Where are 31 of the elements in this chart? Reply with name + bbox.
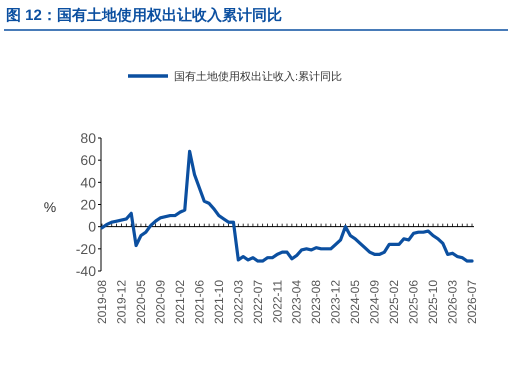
y-tick-label: 0 — [88, 218, 96, 235]
y-tick-label: -40 — [76, 263, 96, 279]
x-tick-label: 2023-12 — [328, 280, 343, 324]
x-tick-label: 2022-03 — [231, 280, 246, 324]
y-axis-title: % — [44, 199, 56, 215]
x-tick-label: 2019-12 — [114, 280, 128, 324]
x-tick-label: 2026-03 — [446, 280, 460, 324]
y-tick-label: 60 — [80, 152, 96, 168]
x-tick-label: 2021-06 — [192, 280, 206, 324]
x-tick-label: 2026-07 — [465, 280, 479, 324]
x-tick-label: 2020-05 — [134, 280, 148, 324]
x-tick-label: 2021-02 — [172, 280, 187, 324]
chart-title: 图 12：国有土地使用权出让收入累计同比 — [6, 7, 282, 24]
x-tick-label: 2023-04 — [290, 280, 304, 324]
x-tick-label: 2019-08 — [95, 280, 109, 324]
x-tick-label: 2025-06 — [406, 280, 421, 324]
x-tick-label: 2022-11 — [270, 280, 284, 324]
y-tick-label: -20 — [76, 240, 96, 257]
y-tick-label: 40 — [80, 174, 96, 190]
y-tick-label: 20 — [80, 196, 96, 212]
x-tick-label: 2021-10 — [212, 280, 226, 324]
x-tick-label: 2024-05 — [348, 280, 362, 324]
x-tick-label: 2020-09 — [153, 280, 168, 324]
y-tick-label: 80 — [80, 130, 96, 146]
x-tick-label: 2025-02 — [387, 280, 402, 324]
x-tick-label: 2023-08 — [309, 280, 324, 324]
x-tick-label: 2024-09 — [368, 280, 382, 324]
x-tick-label: 2025-10 — [426, 280, 440, 324]
line-series — [100, 150, 474, 263]
legend-label: 国有土地使用权出让收入:累计同比 — [174, 70, 342, 83]
x-tick-label: 2022-07 — [250, 280, 265, 324]
